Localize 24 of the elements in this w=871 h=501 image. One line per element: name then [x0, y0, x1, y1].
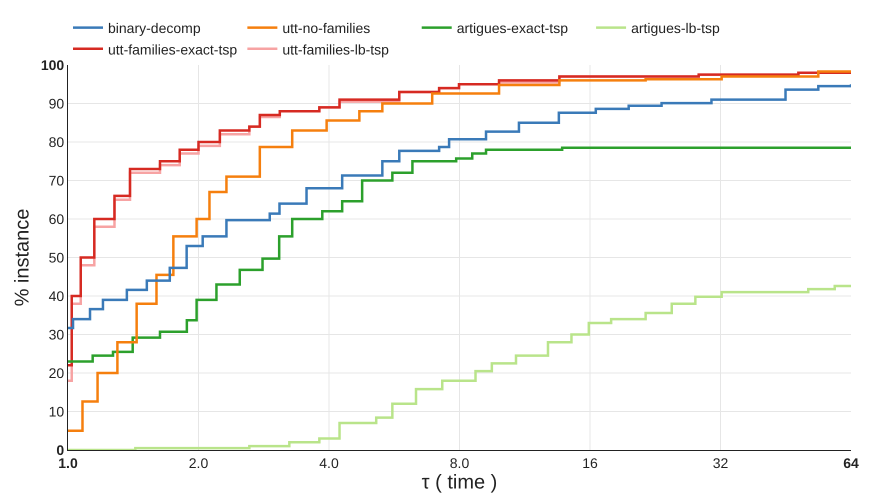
x-tick-label: 2.0 [188, 454, 208, 471]
legend-label: binary-decomp [108, 20, 201, 36]
x-tick-label: 32 [712, 454, 728, 471]
y-tick-label: 100 [40, 56, 64, 73]
legend-label: utt-families-lb-tsp [282, 41, 390, 58]
x-tick-label: 8.0 [450, 454, 470, 471]
y-tick-label: 50 [48, 249, 64, 266]
x-tick-label: 64 [843, 454, 859, 471]
legend-label: artigues-exact-tsp [456, 20, 568, 36]
y-axis-title: % instance [11, 208, 34, 306]
y-tick-label: 70 [48, 172, 64, 188]
y-tick-label: 10 [48, 403, 64, 420]
x-tick-label: 16 [582, 454, 598, 471]
y-tick-label: 40 [48, 288, 64, 304]
legend-label: artigues-lb-tsp [631, 20, 720, 36]
legend-label: utt-no-families [282, 20, 370, 36]
y-tick-label: 60 [48, 210, 64, 227]
y-tick-label: 90 [48, 95, 64, 112]
y-tick-label: 30 [48, 326, 64, 342]
y-tick-label: 20 [48, 364, 64, 381]
y-tick-label: 80 [48, 134, 64, 150]
x-axis-title: τ ( time ) [422, 471, 498, 494]
x-tick-label: 4.0 [319, 454, 339, 471]
legend-label: utt-families-exact-tsp [108, 41, 238, 58]
